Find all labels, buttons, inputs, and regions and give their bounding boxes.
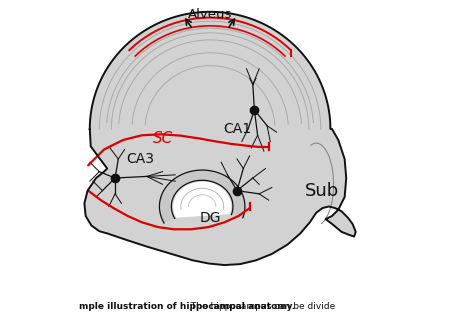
Text: mple illustration of hippocampal anatomy.: mple illustration of hippocampal anatomy… [79, 302, 295, 311]
Polygon shape [173, 182, 231, 218]
Text: Alveus: Alveus [188, 8, 232, 21]
Text: The hippocampus can be divide: The hippocampus can be divide [188, 302, 335, 311]
Polygon shape [84, 12, 356, 265]
Text: CA3: CA3 [127, 152, 155, 166]
Text: DG: DG [200, 211, 221, 225]
Text: SC: SC [153, 131, 173, 146]
Text: Sub: Sub [305, 182, 339, 200]
Text: CA1: CA1 [223, 122, 251, 136]
Polygon shape [159, 170, 245, 223]
